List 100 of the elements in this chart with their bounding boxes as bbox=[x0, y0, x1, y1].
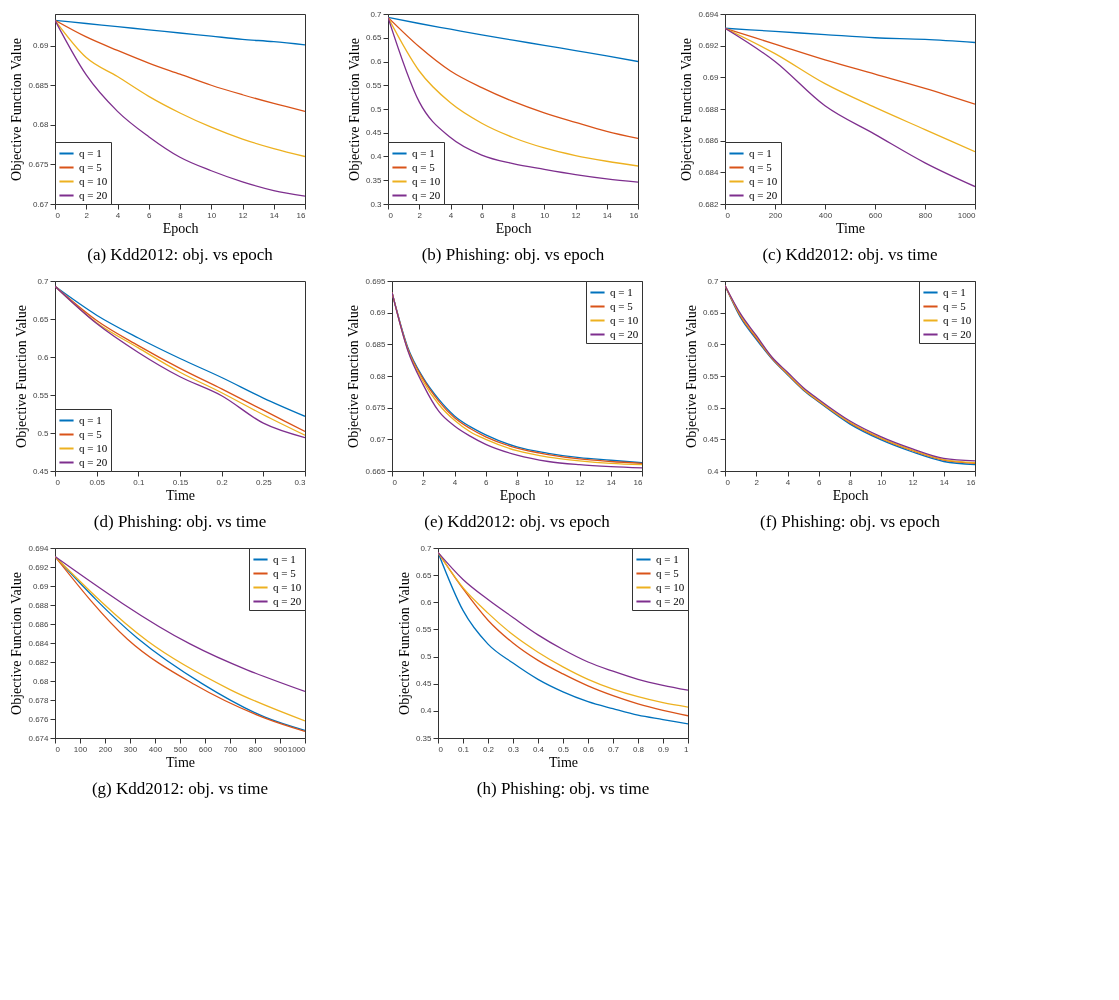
line-series bbox=[388, 16, 638, 140]
y-tick-label: 0.675 bbox=[28, 159, 50, 169]
x-tick-label: 14 bbox=[602, 210, 613, 220]
x-tick-label: 6 bbox=[484, 477, 490, 487]
x-tick-label: 1000 bbox=[957, 210, 977, 220]
text: (c) Kdd2012: obj. vs time bbox=[762, 245, 938, 264]
legend-label: q = 20 bbox=[749, 188, 778, 201]
y-tick-label: 0.69 bbox=[32, 41, 50, 51]
x-tick-label: 0.2 bbox=[216, 477, 229, 487]
x-tick-label: 2 bbox=[754, 477, 760, 487]
x-tick-label: 0 bbox=[725, 477, 731, 487]
y-tick-label: 0.4 bbox=[370, 152, 383, 161]
x-tick-label: 0.8 bbox=[632, 744, 645, 754]
y-tick-label: 0.7 bbox=[707, 276, 720, 286]
x-tick-label: 400 bbox=[818, 210, 833, 220]
x-tick-label: 0.3 bbox=[507, 744, 520, 754]
x-axis-title: Time bbox=[165, 487, 196, 503]
y-tick-label: 0.676 bbox=[28, 714, 50, 724]
legend-label: q = 10 bbox=[749, 174, 778, 187]
y-tick-label: 0.65 bbox=[415, 570, 433, 580]
y-tick-label: 0.55 bbox=[365, 80, 383, 90]
text: (f) Phishing: obj. vs epoch bbox=[760, 512, 941, 531]
y-tick-label: 0.35 bbox=[415, 733, 433, 743]
y-tick-label: 0.6 bbox=[370, 57, 383, 66]
y-tick-label: 0.35 bbox=[365, 175, 383, 185]
x-tick-label: 600 bbox=[198, 744, 213, 754]
y-tick-label: 0.65 bbox=[365, 33, 383, 43]
x-tick-label: 8 bbox=[511, 210, 517, 220]
y-axis-title: Objective Function Value bbox=[396, 572, 412, 715]
x-axis-title: Epoch bbox=[162, 220, 199, 236]
y-tick-label: 0.69 bbox=[369, 308, 387, 318]
legend-label: q = 5 bbox=[412, 160, 436, 173]
y-tick-label: 0.45 bbox=[415, 679, 433, 689]
y-tick-label: 0.55 bbox=[415, 624, 433, 634]
legend-label: q = 1 bbox=[273, 552, 296, 565]
y-tick-label: 0.675 bbox=[365, 403, 387, 413]
legend-label: q = 20 bbox=[656, 594, 685, 607]
line-series bbox=[55, 19, 305, 158]
y-tick-label: 0.694 bbox=[698, 9, 720, 19]
text: (b) Phishing: obj. vs epoch bbox=[421, 245, 605, 264]
x-tick-label: 1000 bbox=[287, 744, 307, 754]
y-tick-label: 0.68 bbox=[32, 120, 50, 130]
y-axis-title: Objective Function Value bbox=[9, 38, 25, 181]
legend-label: q = 10 bbox=[412, 174, 441, 187]
y-tick-label: 0.55 bbox=[32, 390, 50, 400]
y-tick-label: 0.692 bbox=[28, 562, 50, 572]
y-tick-label: 0.5 bbox=[37, 428, 50, 438]
legend-label: q = 1 bbox=[79, 146, 102, 159]
y-tick-label: 0.688 bbox=[698, 104, 720, 114]
x-tick-label: 700 bbox=[223, 744, 238, 754]
x-tick-label: 0 bbox=[388, 210, 394, 220]
legend-label: q = 1 bbox=[943, 285, 966, 298]
y-tick-label: 0.692 bbox=[698, 41, 720, 51]
x-tick-label: 14 bbox=[269, 210, 280, 220]
x-tick-label: 2 bbox=[84, 210, 90, 220]
y-tick-label: 0.65 bbox=[702, 308, 720, 318]
x-axis-title: Epoch bbox=[495, 220, 532, 236]
x-tick-label: 0.3 bbox=[294, 477, 307, 487]
line-series bbox=[388, 16, 638, 63]
x-tick-label: 12 bbox=[575, 477, 585, 487]
x-tick-label: 6 bbox=[817, 477, 823, 487]
y-tick-label: 0.686 bbox=[28, 619, 50, 629]
legend-label: q = 5 bbox=[943, 299, 967, 312]
y-tick-label: 0.685 bbox=[365, 339, 387, 349]
x-tick-label: 600 bbox=[868, 210, 883, 220]
y-tick-label: 0.686 bbox=[698, 136, 720, 146]
x-axis-title: Time bbox=[835, 220, 866, 236]
y-tick-label: 0.68 bbox=[369, 371, 387, 381]
line-series bbox=[55, 19, 305, 46]
y-axis-title: Objective Function Value bbox=[683, 305, 699, 448]
x-tick-label: 4 bbox=[448, 210, 454, 220]
x-tick-label: 0.6 bbox=[582, 744, 595, 754]
y-tick-label: 0.5 bbox=[370, 104, 383, 114]
x-tick-label: 0.1 bbox=[133, 477, 145, 487]
x-tick-label: 400 bbox=[148, 744, 163, 754]
x-axis-title: Epoch bbox=[499, 487, 536, 503]
legend-label: q = 10 bbox=[79, 441, 108, 454]
x-tick-label: 14 bbox=[606, 477, 617, 487]
y-tick-label: 0.4 bbox=[707, 466, 720, 476]
y-tick-label: 0.55 bbox=[702, 371, 720, 381]
line-series bbox=[725, 27, 975, 188]
x-tick-label: 0.9 bbox=[657, 744, 670, 754]
x-tick-label: 12 bbox=[908, 477, 918, 487]
x-tick-label: 6 bbox=[147, 210, 153, 220]
text: (d) Phishing: obj. vs time bbox=[93, 512, 267, 531]
x-tick-label: 1 bbox=[684, 744, 690, 754]
x-tick-label: 10 bbox=[544, 477, 554, 487]
legend-label: q = 20 bbox=[79, 455, 108, 468]
line-series bbox=[725, 27, 975, 105]
y-tick-label: 0.4 bbox=[420, 706, 433, 716]
legend-label: q = 10 bbox=[656, 580, 685, 593]
legend-label: q = 10 bbox=[79, 174, 108, 187]
legend-label: q = 20 bbox=[610, 327, 639, 340]
y-tick-label: 0.5 bbox=[707, 403, 720, 413]
line-series bbox=[725, 27, 975, 44]
y-tick-label: 0.3 bbox=[370, 199, 383, 209]
x-tick-label: 900 bbox=[273, 744, 288, 754]
x-tick-label: 0.1 bbox=[457, 744, 470, 754]
x-tick-label: 2 bbox=[417, 210, 423, 220]
y-axis-title: Objective Function Value bbox=[346, 305, 362, 448]
